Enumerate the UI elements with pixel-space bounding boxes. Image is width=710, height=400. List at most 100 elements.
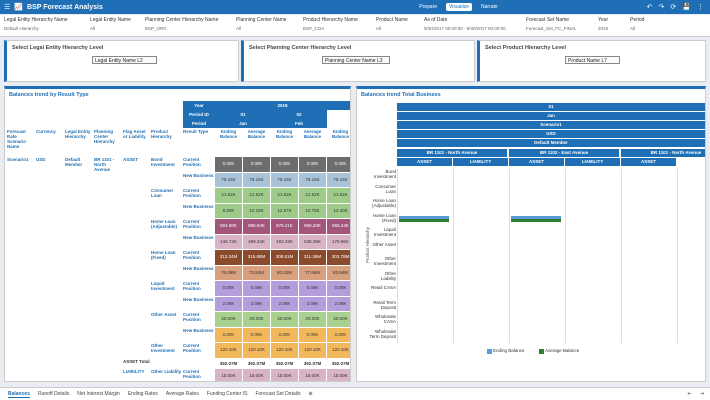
grid-line <box>677 169 678 343</box>
value-cell: 76.15K <box>299 172 326 187</box>
undo-icon[interactable]: ↶ <box>646 4 653 11</box>
value-cell: 0.00K <box>243 327 270 342</box>
period-id-02: 02 <box>271 110 327 119</box>
value-cell: 303.78M <box>327 250 350 265</box>
chart-logo-icon: 📈 <box>14 4 23 11</box>
value-cell: 120.10K <box>299 343 326 358</box>
legend-average-balance: Average Balance <box>545 348 580 353</box>
grid-line <box>509 169 510 343</box>
value-cell: 315.88M <box>243 250 270 265</box>
total-business-title: Balances trend Total Business <box>361 92 441 98</box>
category-label: Home Loan (Adjustable) <box>371 198 396 208</box>
tab-nav-next-icon[interactable]: ⇥ <box>699 391 704 397</box>
value-cell: 0.00K <box>327 157 350 172</box>
product-cell: Other Investment <box>151 343 175 353</box>
product-level-select[interactable]: Product Name L7 <box>565 56 620 64</box>
value-cell: 8.80K <box>215 203 242 218</box>
value-cell: 866.24K <box>327 219 350 234</box>
tab-balances[interactable]: Balances <box>8 390 30 398</box>
filter-planning-center-name[interactable]: Planning Center Name All <box>236 17 287 31</box>
grid-line <box>453 169 454 343</box>
value-cell: 0.00K <box>271 157 298 172</box>
tab-ending-rates[interactable]: Ending Rates <box>127 391 158 397</box>
branch-header: BR 1101 - North Avenue <box>397 149 507 157</box>
planning-center-level-panel: Select Planning Center Hierarchy Level P… <box>241 40 475 82</box>
filter-legal-entity-hierarchy[interactable]: Legal Entity Hierarchy Name Default Hiera… <box>4 17 68 31</box>
flag-header: LIABILITY <box>565 158 620 166</box>
liability-product-cell: Other Liability <box>151 368 182 374</box>
value-cell: 804.80K <box>215 219 242 234</box>
value-cell: 875.21K <box>271 219 298 234</box>
value-cell: 146.72K <box>215 234 242 249</box>
menu-icon[interactable]: ☰ <box>4 4 11 11</box>
value-cell: 13.20K <box>327 203 350 218</box>
liability-value-cell: 15.00K <box>215 368 242 381</box>
liability-value-cell: 15.00K <box>243 368 270 381</box>
chart-header-row: 01 <box>397 103 705 111</box>
flag-cell: ASSET <box>123 157 139 162</box>
category-label: Home Loan (Fixed) <box>372 212 396 223</box>
pivot-table: Year 2019 Period ID 01 02 Period Jan Feb Forecas… <box>5 101 350 381</box>
result-type-cell: New Business <box>183 327 214 333</box>
period-id-header: Period ID <box>183 110 215 119</box>
legal-entity-level-title: Select Legal Entity Hierarchy Level <box>12 45 104 51</box>
legal-entity-level-panel: Select Legal Entity Hierarchy Level Lega… <box>4 40 239 82</box>
filter-product-hierarchy[interactable]: Product Hierarchy Name BSP_COA <box>303 17 358 31</box>
result-type-cell: New Business <box>183 296 214 302</box>
category-label: Liquid Investment <box>373 227 396 237</box>
filter-forecast-set[interactable]: Forecast Set Name Forecast_Set_FC_FINAL <box>526 17 577 31</box>
product-cell: Bond Investment <box>151 157 175 167</box>
redo-icon[interactable]: ↷ <box>658 4 665 11</box>
year-value: 2019 <box>215 101 350 110</box>
tab-nav-icon[interactable]: ⇤ <box>687 391 692 397</box>
tab-runoff-details[interactable]: Runoff Details <box>37 391 70 397</box>
column-header: Planning Center Hierarchy <box>94 129 123 155</box>
product-cell: Home Loan (Fixed) <box>151 250 176 260</box>
tab-bar: Balances Runoff Details Net Interest Mar… <box>0 387 710 400</box>
column-header: Result Type <box>183 129 215 155</box>
value-cell: 21.52K <box>243 188 270 203</box>
measure-header: Ending Balance <box>327 129 350 155</box>
save-icon[interactable]: 💾 <box>682 4 691 11</box>
legal-entity-level-select[interactable]: Legal Entity Name L2 <box>92 56 157 64</box>
measure-header: Ending Balance <box>215 129 242 155</box>
value-cell: 0.00K <box>299 281 326 296</box>
product-cell: Other Asset <box>151 312 177 317</box>
mode-visualize[interactable]: Visualize <box>446 3 472 11</box>
more-icon[interactable]: ⋮ <box>697 4 704 11</box>
top-bar: ☰ 📈 BSP Forecast Analysis Prepare Visual… <box>0 0 710 14</box>
value-cell: 0.00K <box>215 327 242 342</box>
value-cell: 120.10K <box>243 343 270 358</box>
value-cell: 311.36M <box>299 250 326 265</box>
mode-prepare[interactable]: Prepare <box>419 4 438 10</box>
value-cell: 536.39K <box>299 234 326 249</box>
liability-value-cell: 15.00K <box>271 368 298 381</box>
planning-center-level-select[interactable]: Planning Center Name L3 <box>322 56 390 64</box>
branch-header: BR 1102 - East Avenue <box>509 149 619 157</box>
filter-year[interactable]: Year 2019 <box>598 17 609 31</box>
tab-average-rates[interactable]: Average Rates <box>165 391 199 397</box>
category-label: Wholesale CASA <box>374 314 396 324</box>
grid-line <box>397 169 398 343</box>
bar-ending-balance <box>511 215 561 219</box>
result-type-cell: New Business <box>183 234 214 240</box>
column-header: Flag Asset or Liability <box>123 129 151 155</box>
value-cell: 76.09M <box>215 265 242 280</box>
filter-period[interactable]: Period All <box>630 17 645 31</box>
tab-forecast-set-details[interactable]: Forecast Set Details <box>255 391 301 397</box>
filter-legal-entity-name[interactable]: Legal Entity Name All <box>90 17 131 31</box>
filter-product-name[interactable]: Product Name All <box>376 17 408 31</box>
value-cell: 120.10K <box>271 343 298 358</box>
tab-funding-center-is[interactable]: Funding Center IS <box>206 391 248 397</box>
result-type-cell: Current Position <box>183 343 201 353</box>
tab-net-interest-margin[interactable]: Net Interest Margin <box>77 391 120 397</box>
filter-as-of-date[interactable]: As of Date 9/30/2017 00:00:00 - 9/30/2017… <box>424 17 506 31</box>
filter-planning-center-hierarchy[interactable]: Planning Center Hierarchy Name BSP_ORG <box>145 17 219 31</box>
refresh-icon[interactable]: ⟳ <box>670 4 677 11</box>
mode-narrate[interactable]: Narrate <box>480 4 498 10</box>
value-cell: 21.52K <box>215 188 242 203</box>
value-cell: 313.24M <box>215 250 242 265</box>
value-cell: 12.67K <box>271 203 298 218</box>
add-tab-icon[interactable]: ⊕ <box>308 391 313 397</box>
app-title: BSP Forecast Analysis <box>27 3 103 11</box>
